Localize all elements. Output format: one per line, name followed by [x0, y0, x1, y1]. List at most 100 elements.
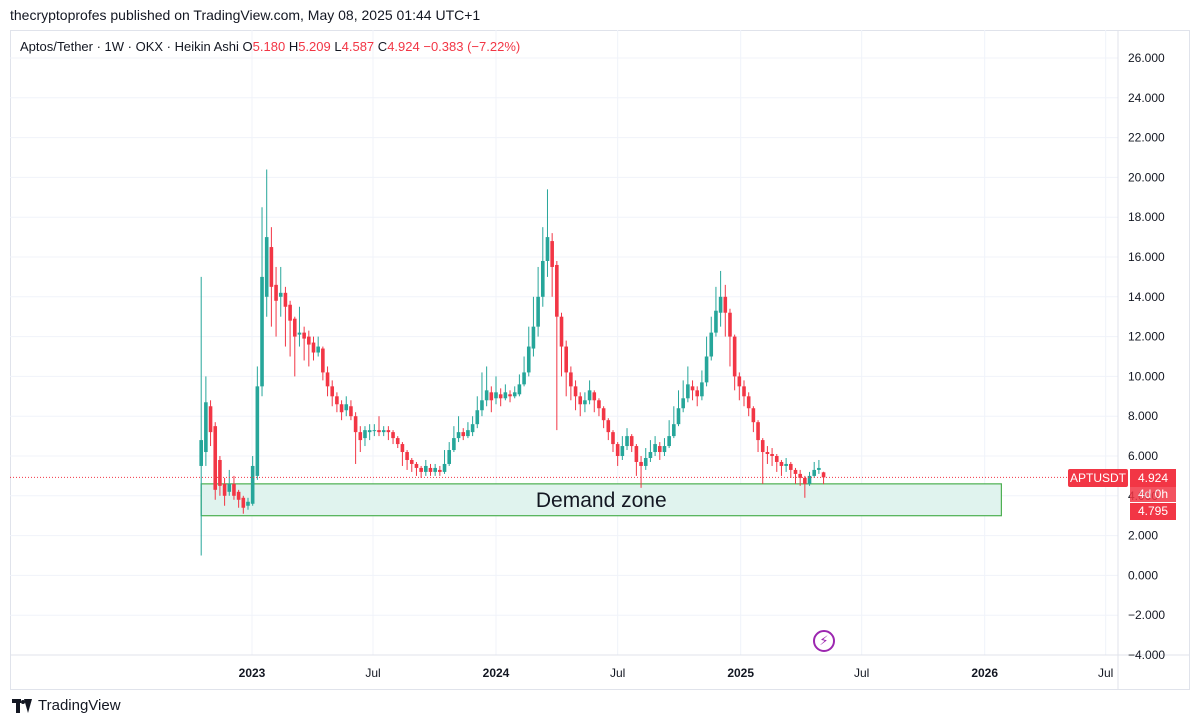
- candle: [760, 438, 765, 484]
- candle: [751, 406, 756, 433]
- candle: [774, 454, 779, 472]
- candle: [737, 372, 742, 401]
- candle: [779, 459, 784, 476]
- candle-body: [325, 372, 330, 387]
- y-tick-label: 20.000: [1128, 170, 1165, 184]
- y-tick-label: 0.000: [1128, 568, 1158, 582]
- candle: [508, 390, 512, 403]
- candle: [452, 426, 456, 453]
- footer-brand[interactable]: TradingView: [12, 697, 121, 714]
- y-tick-label: 2.000: [1128, 529, 1158, 543]
- legend-high-value: 5.209: [298, 39, 331, 54]
- legend-close-label: C: [377, 39, 388, 54]
- lightning-icon[interactable]: ⚡: [813, 630, 835, 652]
- candle: [489, 386, 494, 413]
- candle-body: [213, 426, 218, 490]
- symbol-price-tag[interactable]: APTUSDT: [1068, 469, 1128, 487]
- candle-body: [625, 436, 629, 447]
- candle: [639, 456, 643, 488]
- x-tick-label: Jul: [610, 666, 625, 680]
- candle: [643, 448, 648, 470]
- candle: [363, 426, 367, 447]
- candle-body: [297, 332, 302, 335]
- last-price-tag: 4.924: [1130, 469, 1176, 487]
- candle: [812, 461, 817, 478]
- candle: [555, 260, 559, 431]
- candle: [592, 390, 597, 413]
- candle-body: [709, 332, 714, 357]
- candle: [686, 366, 690, 403]
- candle-body: [667, 436, 671, 447]
- candle: [218, 456, 222, 496]
- candle: [288, 300, 292, 357]
- candle: [545, 189, 550, 277]
- candle-body: [807, 475, 812, 484]
- candle-body: [246, 501, 250, 506]
- candle-body: [330, 386, 335, 397]
- candle: [517, 374, 522, 397]
- candle: [372, 424, 377, 437]
- candle-body: [274, 284, 278, 301]
- candle: [746, 392, 751, 417]
- candle-body: [545, 237, 550, 261]
- candle: [367, 424, 372, 441]
- candle-body: [606, 420, 611, 433]
- candle-body: [746, 396, 751, 409]
- candle-body: [517, 384, 522, 395]
- candle: [260, 207, 264, 397]
- candle: [578, 392, 583, 417]
- candle-body: [208, 406, 213, 433]
- candle: [442, 450, 447, 474]
- candle: [587, 380, 592, 405]
- candle-body: [232, 483, 236, 496]
- candle-body: [686, 384, 690, 399]
- candle: [208, 400, 213, 447]
- candle: [316, 336, 320, 357]
- candle-body: [512, 392, 517, 397]
- candle-body: [779, 461, 784, 466]
- candle: [438, 465, 442, 476]
- candle: [503, 384, 508, 401]
- candle-body: [260, 276, 264, 387]
- x-tick-label: 2025: [727, 666, 754, 680]
- candle-body: [555, 264, 559, 317]
- candle: [653, 436, 657, 456]
- candle: [573, 380, 578, 411]
- candle: [667, 420, 671, 449]
- candle-body: [634, 446, 639, 462]
- y-tick-label: 8.000: [1128, 409, 1158, 423]
- candle-body: [424, 465, 428, 472]
- y-tick-label: −4.000: [1128, 648, 1165, 662]
- candle-body: [236, 491, 241, 500]
- candle: [615, 442, 620, 466]
- candle-body: [321, 348, 325, 373]
- chart-legend: Aptos/Tether · 1W · OKX · Heikin Ashi O5…: [20, 39, 520, 54]
- candle-body: [714, 310, 718, 333]
- candle: [512, 386, 517, 399]
- candle: [307, 330, 311, 367]
- candle-body: [199, 440, 203, 466]
- candle: [784, 457, 788, 472]
- candle: [770, 448, 774, 466]
- candle-body: [288, 304, 292, 321]
- candle: [480, 372, 484, 417]
- candle: [419, 465, 423, 478]
- candle: [569, 366, 573, 401]
- chart-frame: [10, 30, 1190, 690]
- candle: [274, 266, 278, 337]
- zone-top-price-tag: 4.795: [1130, 503, 1176, 520]
- candle-body: [344, 404, 349, 411]
- candle: [498, 388, 503, 407]
- candle-body: [751, 408, 756, 423]
- candle: [634, 444, 639, 476]
- candle: [601, 406, 606, 429]
- candle-body: [316, 346, 320, 353]
- candle-body: [358, 432, 363, 441]
- candle-body: [700, 382, 704, 397]
- x-tick-label: Jul: [365, 666, 380, 680]
- candle: [461, 428, 466, 441]
- candle-body: [718, 296, 723, 313]
- candle-body: [400, 444, 405, 453]
- candle: [447, 442, 452, 466]
